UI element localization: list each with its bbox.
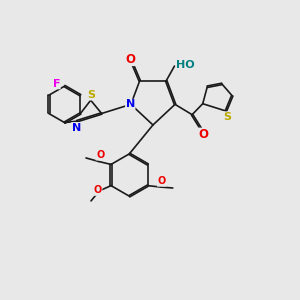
Text: F: F <box>52 79 60 89</box>
Text: N: N <box>72 123 81 133</box>
Text: S: S <box>87 90 95 100</box>
Text: HO: HO <box>176 60 195 70</box>
Text: N: N <box>126 99 135 110</box>
Text: O: O <box>94 185 102 195</box>
Text: O: O <box>125 52 135 65</box>
Text: S: S <box>224 112 231 122</box>
Text: O: O <box>158 176 166 186</box>
Text: O: O <box>198 128 208 141</box>
Text: O: O <box>96 150 104 160</box>
